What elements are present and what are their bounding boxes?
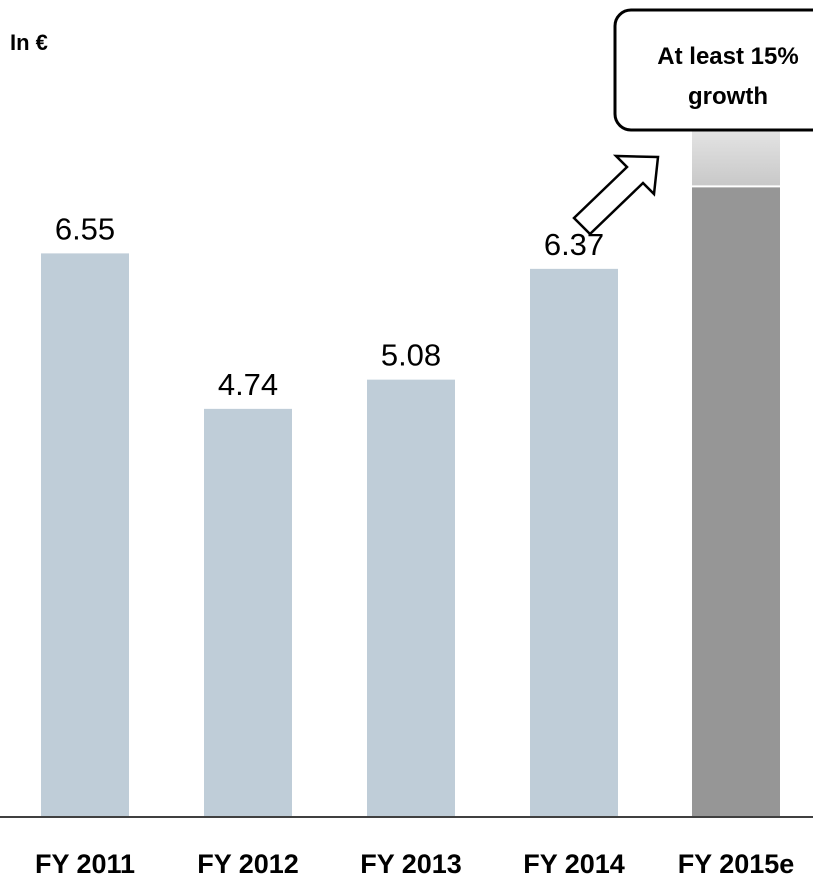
value-label: 5.08	[381, 338, 441, 373]
unit-label: In €	[10, 30, 48, 55]
category-label: FY 2014	[523, 849, 625, 879]
value-label: 6.55	[55, 211, 115, 246]
value-label: 6.37	[544, 227, 604, 262]
bar-fy-2015e	[692, 186, 780, 816]
bars-group	[41, 100, 780, 817]
value-label: 4.74	[218, 367, 278, 402]
callout-line-1: At least 15%	[657, 43, 798, 70]
bar-fy-2014	[530, 268, 618, 816]
callout-line-2: growth	[688, 83, 768, 110]
value-labels-group: 6.55 4.74 5.08 6.37	[55, 211, 604, 401]
growth-callout: At least 15% growth	[613, 8, 813, 132]
category-label: FY 2011	[35, 849, 135, 879]
category-labels-group: FY 2011 FY 2012 FY 2013 FY 2014 FY 2015e	[35, 849, 794, 879]
category-label: FY 2012	[197, 849, 299, 879]
category-label: FY 2015e	[678, 849, 795, 879]
bar-fy-2011	[41, 253, 129, 817]
bar-fy-2013	[367, 379, 455, 816]
bar-fy-2012	[204, 408, 292, 816]
growth-arrow-icon	[572, 154, 660, 236]
callout-box	[613, 8, 813, 132]
category-label: FY 2013	[360, 849, 462, 879]
